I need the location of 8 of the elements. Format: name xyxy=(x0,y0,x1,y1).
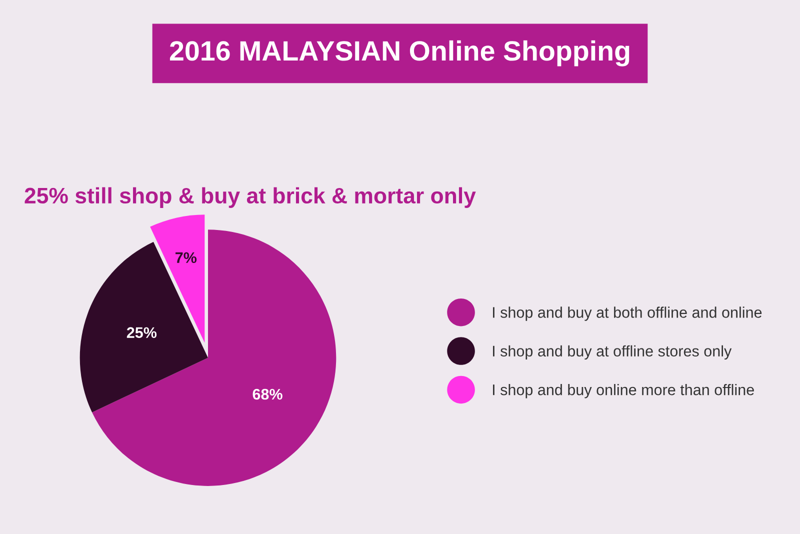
data-label: 7% xyxy=(176,252,197,264)
data-label: 68% xyxy=(252,388,282,400)
legend-label: I shop and buy online more than offline xyxy=(492,384,754,398)
legend-label: I shop and buy at both offline and online xyxy=(492,306,762,321)
chart-subtitle: 25% still shop & buy at brick & mortar only xyxy=(24,187,476,208)
chart-title: 2016 MALAYSIAN Online Shopping xyxy=(170,40,630,66)
data-label: 25% xyxy=(126,327,157,338)
legend-label: I shop and buy at offline stores only xyxy=(492,345,732,360)
